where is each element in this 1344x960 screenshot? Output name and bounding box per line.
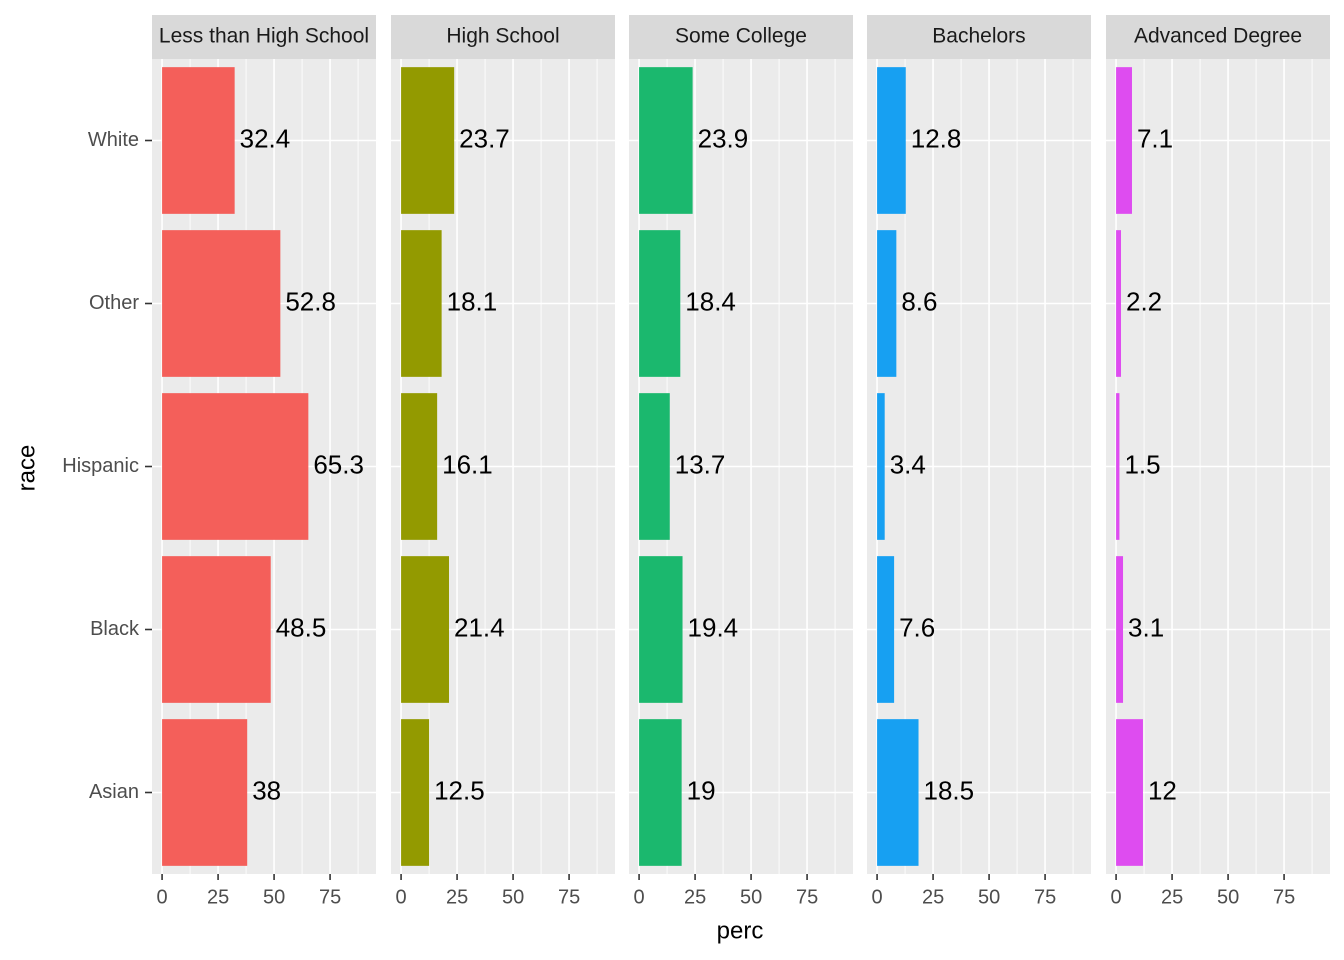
x-tick-label: 0 [634, 886, 645, 908]
bar [162, 230, 281, 377]
bar [1116, 556, 1124, 703]
strip [152, 15, 376, 59]
strip [391, 15, 615, 59]
x-tick-label: 25 [207, 886, 229, 908]
x-tick-label: 25 [446, 886, 468, 908]
x-tick-label: 75 [1034, 886, 1056, 908]
x-tick-label: 75 [558, 886, 580, 908]
bar [877, 67, 906, 214]
value-label: 18.1 [447, 286, 498, 316]
bar [639, 556, 683, 703]
value-label: 12.5 [434, 775, 485, 805]
value-label: 32.4 [240, 123, 291, 153]
bar [401, 719, 430, 866]
bar [162, 393, 309, 540]
bar [639, 67, 693, 214]
bar [1116, 67, 1132, 214]
strip-title: Some College [675, 25, 807, 48]
strip-title: Less than High School [159, 25, 369, 48]
strip [867, 15, 1091, 59]
x-tick-label: 0 [1111, 886, 1122, 908]
value-label: 23.7 [459, 123, 510, 153]
x-tick-label: 25 [684, 886, 706, 908]
value-label: 7.1 [1137, 123, 1173, 153]
bar [401, 67, 455, 214]
bar [401, 393, 438, 540]
x-tick-label: 75 [1273, 886, 1295, 908]
bar [639, 230, 681, 377]
y-tick-label: Other [89, 292, 139, 314]
x-tick-label: 75 [796, 886, 818, 908]
x-tick-label: 0 [157, 886, 168, 908]
value-label: 3.1 [1128, 612, 1164, 642]
x-tick-label: 0 [396, 886, 407, 908]
strip-title: Advanced Degree [1134, 25, 1302, 48]
value-label: 2.2 [1126, 286, 1162, 316]
x-tick-label: 50 [740, 886, 762, 908]
value-label: 48.5 [276, 612, 327, 642]
x-tick-label: 0 [872, 886, 883, 908]
x-tick-label: 50 [502, 886, 524, 908]
value-label: 65.3 [313, 449, 364, 479]
value-label: 21.4 [454, 612, 505, 642]
value-label: 19 [687, 775, 716, 805]
value-label: 13.7 [675, 449, 726, 479]
value-label: 12 [1148, 775, 1177, 805]
y-tick-label: Asian [89, 781, 139, 803]
bar [877, 230, 897, 377]
value-label: 8.6 [901, 286, 937, 316]
value-label: 18.5 [924, 775, 975, 805]
bar [401, 230, 442, 377]
x-tick-label: 75 [319, 886, 341, 908]
bar [162, 556, 271, 703]
bar [877, 719, 919, 866]
y-tick-label: White [88, 129, 139, 151]
strip [1106, 15, 1330, 59]
x-tick-label: 50 [263, 886, 285, 908]
strip-title: Bachelors [932, 25, 1025, 48]
bar [162, 67, 235, 214]
bar [401, 556, 450, 703]
value-label: 12.8 [911, 123, 962, 153]
value-label: 38 [252, 775, 281, 805]
value-label: 16.1 [442, 449, 493, 479]
value-label: 52.8 [285, 286, 336, 316]
bar [639, 393, 670, 540]
bar [877, 556, 895, 703]
bar [877, 393, 885, 540]
bar [162, 719, 248, 866]
bar [1116, 230, 1122, 377]
bar [1116, 393, 1120, 540]
strip-title: High School [446, 25, 559, 48]
y-tick-label: Black [90, 618, 140, 640]
value-label: 3.4 [890, 449, 926, 479]
x-tick-label: 25 [922, 886, 944, 908]
value-label: 23.9 [698, 123, 749, 153]
x-axis-label: perc [717, 917, 764, 944]
value-label: 18.4 [685, 286, 736, 316]
value-label: 7.6 [899, 612, 935, 642]
y-axis-label: race [13, 445, 40, 492]
value-label: 1.5 [1124, 449, 1160, 479]
y-tick-label: Hispanic [62, 455, 139, 477]
strip [629, 15, 853, 59]
bar [1116, 719, 1143, 866]
x-tick-label: 50 [1217, 886, 1239, 908]
x-tick-label: 50 [978, 886, 1000, 908]
bar [639, 719, 682, 866]
x-tick-label: 25 [1161, 886, 1183, 908]
value-label: 19.4 [688, 612, 739, 642]
